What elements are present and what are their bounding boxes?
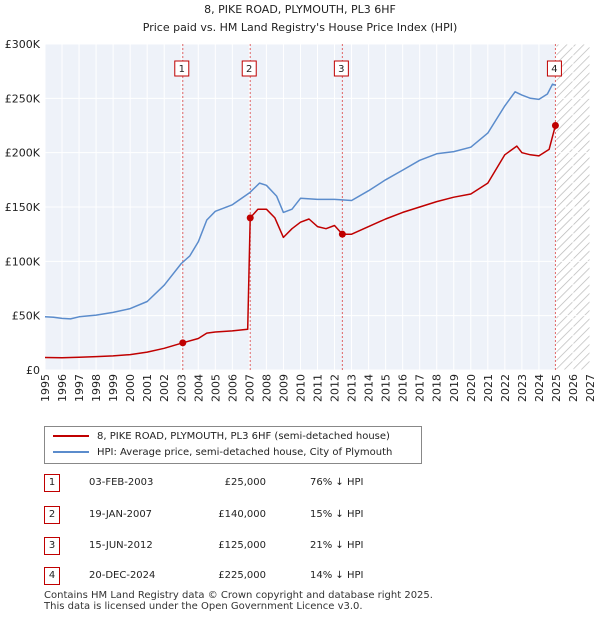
- x-tick-label: 2000: [124, 374, 137, 402]
- transaction-marker-label: 3: [338, 64, 344, 75]
- footer: Contains HM Land Registry data © Crown c…: [44, 590, 433, 612]
- transaction-marker-box: [333, 60, 349, 77]
- table-row-number: 3: [44, 537, 60, 555]
- footer-licence: This data is licensed under the Open Gov…: [44, 601, 363, 612]
- transaction-marker-label: 1: [179, 64, 185, 75]
- legend-line-red: [53, 435, 89, 437]
- chart-title: 8, PIKE ROAD, PLYMOUTH, PL3 6HF: [204, 3, 396, 16]
- transaction-point: [179, 339, 187, 347]
- x-tick-label: 2017: [414, 374, 427, 402]
- transaction-marker-box: [174, 60, 190, 77]
- x-tick-label: 2027: [584, 374, 597, 402]
- y-tick-label: £100K: [5, 255, 41, 268]
- x-tick-label: 2013: [346, 374, 359, 402]
- y-tick-label: £250K: [5, 92, 41, 105]
- x-tick-label: 2025: [550, 374, 563, 402]
- x-tick-label: 1997: [73, 374, 86, 402]
- x-tick-label: 2016: [397, 374, 410, 402]
- transaction-point: [246, 214, 254, 222]
- x-tick-label: 2018: [431, 374, 444, 402]
- x-tick-label: 1999: [107, 374, 120, 402]
- table-row-price: £125,000: [218, 540, 266, 551]
- chart-legend: 8, PIKE ROAD, PLYMOUTH, PL3 6HF (semi-de…: [44, 426, 422, 464]
- x-tick-label: 2004: [192, 374, 205, 402]
- transaction-marker-label: 4: [551, 64, 557, 75]
- table-row-hpi: 14% ↓ HPI: [310, 570, 364, 581]
- x-tick-label: 2026: [567, 374, 580, 402]
- table-row-hpi: 21% ↓ HPI: [310, 540, 364, 551]
- x-tick-label: 2019: [448, 374, 461, 402]
- x-tick-label: 2010: [294, 374, 307, 402]
- table-row-hpi: 15% ↓ HPI: [310, 509, 364, 520]
- series-line: [44, 83, 557, 320]
- table-row-price: £25,000: [224, 477, 266, 488]
- x-tick-label: 1996: [56, 374, 69, 402]
- table-row-date: 15-JUN-2012: [89, 540, 153, 551]
- legend-label-property: 8, PIKE ROAD, PLYMOUTH, PL3 6HF (semi-de…: [97, 431, 390, 442]
- x-tick-label: 2024: [533, 374, 546, 402]
- table-row-price: £225,000: [218, 570, 266, 581]
- transaction-point: [551, 122, 559, 129]
- transaction-marker-label: 2: [246, 64, 252, 75]
- x-tick-label: 2021: [482, 374, 495, 402]
- x-tick-label: 2011: [312, 374, 325, 402]
- y-tick-label: £0: [26, 364, 40, 377]
- transaction-point: [338, 230, 346, 238]
- x-tick-label: 1995: [39, 374, 52, 402]
- x-tick-label: 2008: [260, 374, 273, 402]
- y-tick-label: £50K: [12, 310, 41, 323]
- x-tick-label: 2015: [380, 374, 393, 402]
- x-tick-label: 2005: [209, 374, 222, 402]
- chart-subtitle: Price paid vs. HM Land Registry's House …: [143, 21, 458, 34]
- x-tick-label: 2020: [465, 374, 478, 402]
- legend-item-hpi: HPI: Average price, semi-detached house,…: [53, 445, 392, 461]
- price-chart: 8, PIKE ROAD, PLYMOUTH, PL3 6HF Price pai…: [5, 3, 597, 402]
- x-tick-label: 2012: [329, 374, 342, 402]
- x-tick-label: 2014: [363, 374, 376, 402]
- x-tick-label: 2022: [499, 374, 512, 402]
- legend-item-property: 8, PIKE ROAD, PLYMOUTH, PL3 6HF (semi-de…: [53, 429, 390, 445]
- transaction-marker-box: [241, 60, 257, 77]
- series-line: [44, 124, 557, 359]
- legend-line-blue: [53, 451, 89, 453]
- table-row-hpi: 76% ↓ HPI: [310, 477, 364, 488]
- legend-label-hpi: HPI: Average price, semi-detached house,…: [97, 447, 393, 458]
- x-tick-label: 2009: [277, 374, 290, 402]
- table-row-price: £140,000: [218, 509, 266, 520]
- x-tick-label: 2023: [516, 374, 529, 402]
- x-tick-label: 2003: [175, 374, 188, 402]
- table-row-number: 4: [44, 567, 60, 585]
- x-tick-label: 2001: [141, 374, 154, 402]
- table-row-date: 19-JAN-2007: [89, 509, 153, 520]
- table-row-number: 2: [44, 506, 60, 524]
- x-tick-label: 1998: [90, 374, 103, 402]
- table-row-number: 1: [44, 474, 60, 492]
- x-tick-label: 2006: [226, 374, 239, 402]
- x-tick-label: 2002: [158, 374, 171, 402]
- x-tick-label: 2007: [243, 374, 256, 402]
- y-tick-label: £300K: [5, 38, 41, 51]
- footer-copyright: Contains HM Land Registry data © Crown c…: [44, 590, 433, 601]
- table-row-date: 03-FEB-2003: [89, 477, 154, 488]
- y-tick-label: £150K: [5, 201, 41, 214]
- y-tick-label: £200K: [5, 147, 41, 160]
- transaction-marker-box: [546, 60, 562, 77]
- table-row-date: 20-DEC-2024: [89, 570, 156, 581]
